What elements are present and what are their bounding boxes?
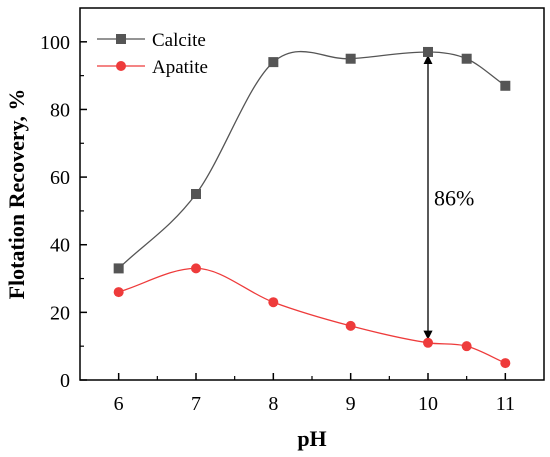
y-axis-title: Flotation Recovery, % [4,89,29,300]
annotation-label: 86% [434,185,474,210]
legend-marker-apatite [116,61,126,71]
legend: Calcite Apatite [97,30,208,78]
x-tick-label: 9 [346,393,356,415]
x-axis-title: pH [297,426,326,451]
plot-frame [79,7,545,381]
legend-marker-calcite [116,34,126,44]
data-point-calcite [345,53,356,64]
x-tick-label: 6 [114,393,124,415]
data-point-apatite [191,263,201,274]
annotation: 86% [423,55,474,340]
x-tick-label: 7 [191,393,201,415]
x-tick-label: 10 [418,393,438,415]
series-line-apatite [118,267,506,364]
data-point-calcite [191,189,201,199]
y-tick-label: 20 [50,302,70,324]
data-point-apatite [500,358,511,369]
data-point-apatite [461,341,472,352]
data-point-calcite [113,263,124,274]
y-tick-label: 100 [40,32,70,54]
x-axis: 6 7 8 9 10 11 [114,373,515,415]
y-tick-label: 80 [50,99,70,121]
data-point-calcite [500,80,511,91]
data-point-apatite [423,337,433,348]
data-point-apatite [113,287,124,298]
data-point-calcite [461,53,472,64]
series-line-calcite [118,51,506,269]
y-tick-label: 0 [60,370,70,392]
y-axis: 0 20 40 60 80 100 [40,32,87,392]
series-points [113,46,511,369]
data-point-apatite [268,297,279,308]
y-tick-label: 40 [50,235,70,257]
y-tick-label: 60 [50,167,70,189]
x-tick-label: 8 [268,393,278,415]
data-point-calcite [268,57,279,68]
x-tick-label: 11 [496,393,515,415]
data-point-apatite [345,320,356,331]
legend-label-calcite: Calcite [152,30,206,51]
legend-label-apatite: Apatite [152,57,208,78]
data-point-calcite [423,46,433,57]
